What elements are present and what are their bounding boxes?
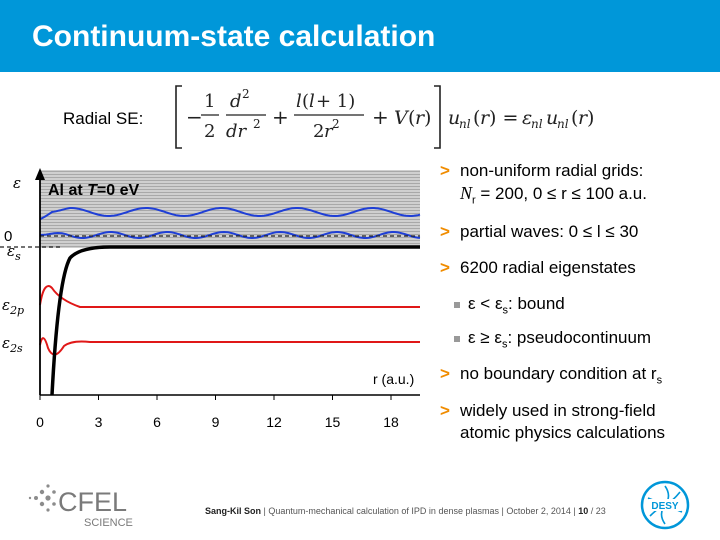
y-axis-arrow — [35, 168, 45, 180]
desy-logo: DESY — [640, 480, 690, 530]
bullet-marker: > — [440, 401, 450, 420]
svg-text:+ 1): + 1) — [316, 91, 355, 112]
svg-text:d: d — [230, 91, 242, 112]
svg-text:−: − — [186, 105, 203, 129]
svg-text:(: ( — [302, 91, 309, 112]
x-tick-label: 12 — [266, 414, 282, 430]
svg-text:dr: dr — [226, 121, 248, 142]
eps-s-label: εs — [7, 242, 21, 263]
footer-date: October 2, 2014 — [506, 506, 571, 516]
energy-level-plot: 0 3 6 9 12 15 18 Al at T=0 eV ε 0 εs ε2p ε2s r… — [0, 168, 421, 430]
svg-text:r: r — [480, 107, 491, 129]
svg-text:(: ( — [571, 107, 578, 129]
svg-text:1: 1 — [204, 91, 215, 112]
y-axis-label: ε — [13, 174, 21, 192]
footer: Sang-Kil Son | Quantum-mechanical calcul… — [205, 506, 606, 516]
svg-text:nl: nl — [531, 117, 543, 131]
svg-text:2: 2 — [204, 121, 215, 142]
bullet-partial-waves: > partial waves: 0 ≤ l ≤ 30 — [440, 222, 639, 241]
footer-total: 23 — [595, 506, 606, 516]
bullet-marker: > — [440, 161, 450, 180]
svg-text:(: ( — [473, 107, 480, 129]
sub-bullet-pseudocontinuum: ε ≥ εs: pseudocontinuum — [454, 327, 651, 355]
eps-2s-label: ε2s — [2, 334, 23, 355]
radial-schrodinger-equation: − 1 2 d 2 dr 2 + l ( l + 1) 2 r 2 + V ( … — [175, 85, 594, 149]
footer-author: Sang-Kil Son — [205, 506, 261, 516]
svg-text:2: 2 — [332, 117, 340, 131]
svg-text:u: u — [448, 107, 460, 129]
cfel-logo: CFEL SCIENCE — [28, 484, 133, 529]
cfel-science-text: SCIENCE — [84, 517, 133, 529]
x-tick-label: 9 — [212, 414, 220, 430]
svg-text:nl: nl — [557, 117, 569, 131]
svg-text:+: + — [272, 105, 289, 129]
x-tick-label: 15 — [325, 414, 341, 430]
radial-se-label: Radial SE: — [63, 109, 144, 128]
svg-text:) =: ) = — [489, 107, 518, 129]
svg-text:2: 2 — [242, 87, 250, 101]
x-tick-label: 6 — [153, 414, 161, 430]
cfel-dots-icon — [28, 484, 56, 512]
svg-text:+: + — [372, 105, 389, 129]
bullet-boundary: > no boundary condition at rs — [440, 364, 663, 387]
svg-text:r: r — [578, 107, 589, 129]
potential-curve — [50, 245, 420, 396]
footer-page: 10 — [578, 506, 589, 516]
svg-text:(: ( — [408, 107, 415, 129]
bullet-strong-field: > widely used in strong-field atomic physi… — [440, 401, 666, 442]
svg-text:2: 2 — [313, 121, 324, 142]
slide-title: Continuum-state calculation — [32, 20, 436, 53]
x-tick-label: 0 — [36, 414, 44, 430]
x-tick-label: 18 — [383, 414, 399, 430]
svg-text:V: V — [394, 107, 410, 129]
svg-text:nl: nl — [459, 117, 471, 131]
bullet-grids: > non-uniform radial grids: Nr = 200, 0 ≤ … — [440, 161, 647, 207]
svg-text:u: u — [546, 107, 558, 129]
square-bullet-icon — [454, 335, 460, 342]
footer-talk-title: Quantum-mechanical calculation of IPD in… — [268, 506, 499, 516]
x-axis-label: r (a.u.) — [373, 371, 414, 387]
eps-2p-label: ε2p — [2, 296, 24, 317]
bullet-marker: > — [440, 222, 450, 241]
svg-text:l: l — [296, 91, 302, 112]
x-tick-label: 3 — [95, 414, 103, 430]
svg-text:): ) — [424, 107, 431, 129]
sub-bullet-bound: ε < εs: bound — [454, 293, 565, 321]
continuum-wave-lower — [39, 230, 421, 240]
bound-state-2p — [39, 285, 420, 308]
bound-state-2s — [39, 337, 420, 356]
desy-text: DESY — [651, 501, 679, 512]
svg-text:r: r — [324, 121, 334, 142]
svg-text:2: 2 — [253, 117, 261, 131]
title-bar: Continuum-state calculation — [0, 0, 720, 72]
square-bullet-icon — [454, 301, 460, 308]
continuum-wave-upper — [39, 207, 421, 221]
svg-text:l: l — [309, 91, 315, 112]
panel-label: Al at T=0 eV — [48, 182, 139, 199]
svg-text:ε: ε — [522, 107, 532, 129]
bullet-eigenstates: >6200 radial eigenstates — [440, 258, 636, 277]
svg-text:): ) — [587, 107, 594, 129]
cfel-text: CFEL — [58, 487, 127, 517]
bullet-marker: > — [440, 364, 450, 383]
bullet-marker: > — [440, 258, 450, 277]
svg-text:r: r — [415, 107, 426, 129]
zero-label: 0 — [4, 228, 12, 245]
